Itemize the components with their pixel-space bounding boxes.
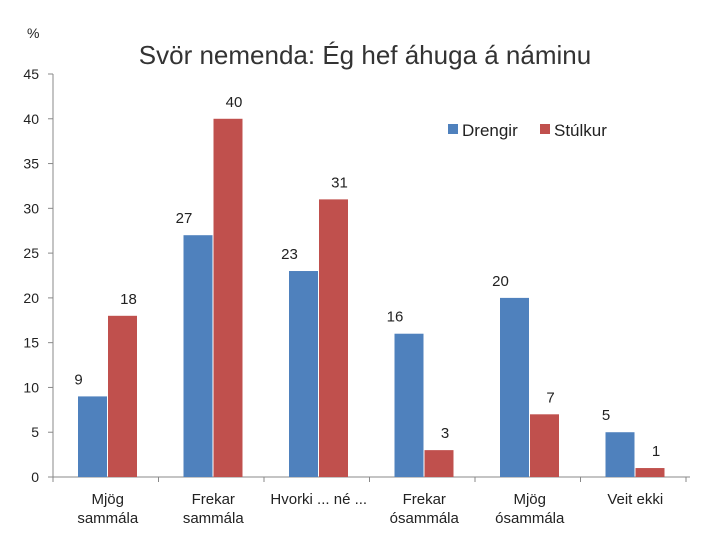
y-tick-label: 25 bbox=[23, 245, 39, 261]
data-label: 9 bbox=[74, 371, 82, 388]
x-category-label: Frekar ósammála bbox=[390, 491, 460, 527]
data-label: 31 bbox=[331, 174, 348, 191]
bar-drengir bbox=[394, 333, 424, 477]
bar-drengir bbox=[78, 396, 107, 477]
bar-drengir bbox=[289, 271, 318, 477]
bar-drengir bbox=[605, 432, 635, 477]
data-label: 18 bbox=[120, 291, 137, 308]
data-label: 40 bbox=[226, 94, 243, 111]
bar-stúlkur bbox=[424, 450, 454, 477]
bar-drengir bbox=[500, 297, 529, 477]
bar-stúlkur bbox=[108, 315, 137, 477]
x-category-label: Veit ekki bbox=[607, 491, 663, 508]
y-tick-label: 0 bbox=[31, 469, 39, 485]
legend-label-drengir: Drengir bbox=[462, 121, 518, 140]
bar-stúlkur bbox=[530, 414, 559, 477]
y-tick-label: 20 bbox=[23, 290, 39, 306]
data-label: 1 bbox=[652, 443, 660, 460]
data-label: 20 bbox=[492, 273, 509, 290]
y-axis-unit-label: % bbox=[27, 25, 39, 41]
data-label: 3 bbox=[441, 425, 449, 442]
y-tick-label: 5 bbox=[31, 424, 39, 440]
bar-stúlkur bbox=[213, 118, 243, 478]
chart-title: Svör nemenda: Ég hef áhuga á náminu bbox=[139, 40, 591, 70]
legend-swatch-drengir bbox=[448, 124, 458, 134]
x-category-label: Mjög sammála bbox=[77, 491, 139, 527]
bar-stúlkur bbox=[319, 199, 348, 477]
bar-stúlkur bbox=[635, 468, 665, 477]
bar-drengir bbox=[183, 235, 213, 477]
y-tick-label: 10 bbox=[23, 379, 39, 395]
y-tick-label: 40 bbox=[23, 111, 39, 127]
y-tick-label: 30 bbox=[23, 200, 39, 216]
data-label: 5 bbox=[602, 407, 610, 424]
x-category-label: Frekar sammála bbox=[183, 491, 245, 527]
y-tick-label: 45 bbox=[23, 66, 39, 82]
legend-swatch-stúlkur bbox=[540, 124, 550, 134]
legend-label-stúlkur: Stúlkur bbox=[554, 121, 607, 140]
data-label: 23 bbox=[281, 246, 298, 263]
x-category-label: Mjög ósammála bbox=[495, 491, 565, 527]
x-category-label: Hvorki ... né ... bbox=[270, 491, 367, 508]
data-label: 7 bbox=[546, 389, 554, 406]
y-tick-label: 35 bbox=[23, 156, 39, 172]
y-tick-label: 15 bbox=[23, 335, 39, 351]
data-label: 16 bbox=[387, 309, 404, 326]
data-label: 27 bbox=[176, 210, 193, 227]
